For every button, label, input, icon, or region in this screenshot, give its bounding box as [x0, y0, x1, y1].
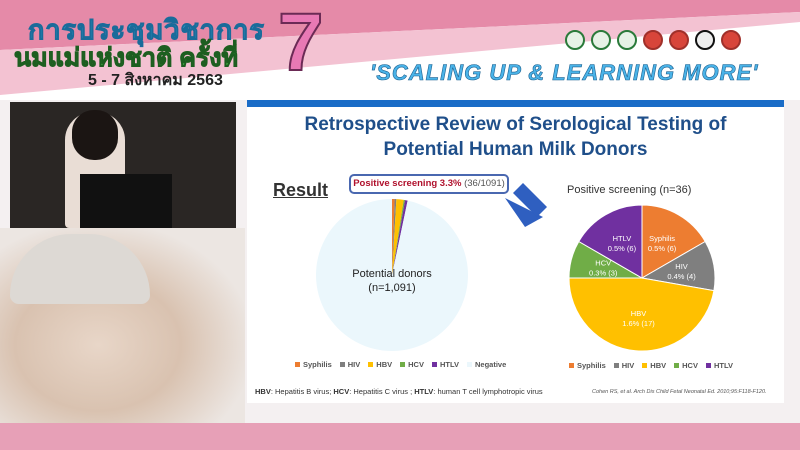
pie-slice-hiv [392, 199, 397, 275]
sponsor-logo [591, 30, 611, 50]
legend-item: HIV [613, 361, 634, 370]
abbr-key: HCV [333, 387, 350, 396]
slide-title-line2: Potential Human Milk Donors [383, 139, 648, 160]
legend-swatch [705, 363, 711, 368]
positive-screening-callout: Positive screening 3.3% (36/1091) [349, 174, 509, 194]
sponsor-logo [617, 30, 637, 50]
legend-swatch [368, 362, 374, 367]
slide-title: Retrospective Review of Serological Test… [247, 112, 784, 162]
legend-item: Syphilis [569, 361, 606, 370]
legend-item: HIV [339, 360, 360, 369]
sponsor-logo [565, 30, 585, 50]
slide-title-line1: Retrospective Review of Serological Test… [304, 114, 727, 135]
legend-swatch [467, 362, 472, 367]
slice-label: HCV [595, 259, 611, 268]
pie-slice-negative [316, 199, 469, 351]
slice-label: Syphilis [649, 234, 675, 243]
conference-banner: การประชุมวิชาการ นมแม่แห่งชาติ ครั้งที่ … [0, 0, 800, 100]
legend-swatch [569, 363, 574, 368]
sponsor-logos [565, 30, 747, 50]
donors-label-line2: (n=1,091) [368, 282, 416, 294]
legend-item: Negative [467, 360, 506, 369]
pie-slice-syphilis [392, 199, 395, 275]
abbr-value: : human T cell lymphotropic virus [433, 387, 543, 396]
sponsor-logo [669, 30, 689, 50]
citation: Cohen RS, et al. Arch Dis Child Fetal Ne… [592, 389, 767, 395]
footer-band [0, 423, 800, 450]
conference-slogan: 'SCALING UP & LEARNING MORE' [370, 60, 759, 86]
arrow-shaft [513, 183, 547, 217]
legend-item: HBV [642, 361, 666, 370]
pie-slice-hbv [392, 199, 404, 275]
pie-slice-hcv [392, 199, 406, 275]
legend-swatch [613, 363, 619, 368]
arrow-icon [505, 198, 543, 227]
slice-label: HBV [631, 309, 646, 318]
speaker-hair [72, 110, 118, 160]
slice-label: 1.6% (17) [622, 319, 655, 328]
legend-item: HBV [368, 360, 392, 369]
abbr-value: : Hepatitis C virus ; [349, 387, 415, 396]
slice-label: 0.5% (6) [608, 244, 637, 253]
pie-slice-syphilis [641, 204, 706, 279]
child-hat [10, 234, 150, 304]
callout-count: (36/1091) [464, 178, 505, 189]
pie-slice-htlv [578, 204, 643, 279]
edition-number: 7 [277, 0, 325, 88]
sponsor-logo [695, 30, 715, 50]
result-heading: Result [273, 180, 329, 200]
legend-item: HCV [674, 361, 698, 370]
donors-label-line1: Potential donors [352, 268, 432, 280]
legend-swatch [400, 362, 406, 367]
slice-label: 0.4% (4) [667, 272, 696, 281]
legend-swatch [339, 362, 345, 367]
callout-percent: Positive screening 3.3% [353, 178, 462, 189]
abbreviations: HBV: Hepatitis B virus; HCV: Hepatitis C… [255, 387, 543, 396]
slide-top-bar [247, 100, 784, 107]
speaker-video [10, 102, 236, 228]
pie-slice-htlv [392, 200, 408, 275]
slice-label: 0.3% (3) [589, 269, 618, 278]
legend-item: HTLV [705, 361, 733, 370]
slice-label: HTLV [613, 234, 632, 243]
legend-swatch [431, 362, 437, 367]
right-chart-title: Positive screening (n=36) [567, 184, 692, 196]
left-chart-legend: Syphilis HIV HBV HCV HTLV Negative [295, 360, 506, 369]
donors-label: Potential donors (n=1,091) [332, 267, 452, 295]
abbr-key: HBV [255, 387, 271, 396]
legend-item: HCV [400, 360, 424, 369]
sponsor-logo [643, 30, 663, 50]
pie-slice-hbv [568, 277, 715, 352]
sponsor-logo [721, 30, 741, 50]
conference-title-line2: นมแม่แห่งชาติ ครั้งที่ [14, 44, 239, 73]
legend-swatch [674, 363, 680, 368]
legend-item: Syphilis [295, 360, 332, 369]
conference-title-line1: การประชุมวิชาการ [28, 15, 265, 46]
presentation-slide: Retrospective Review of Serological Test… [247, 100, 784, 403]
conference-date: 5 - 7 สิงหาคม 2563 [88, 72, 223, 89]
legend-swatch [642, 363, 648, 368]
child-photo [0, 228, 245, 423]
abbr-key: HTLV [414, 387, 434, 396]
slice-label: HIV [675, 262, 688, 271]
legend-swatch [295, 362, 300, 367]
right-chart-legend: Syphilis HIV HBV HCV HTLV [569, 361, 733, 370]
slice-label: 0.5% (6) [648, 244, 677, 253]
abbr-value: : Hepatitis B virus; [270, 387, 334, 396]
legend-item: HTLV [431, 360, 459, 369]
podium [80, 174, 172, 228]
